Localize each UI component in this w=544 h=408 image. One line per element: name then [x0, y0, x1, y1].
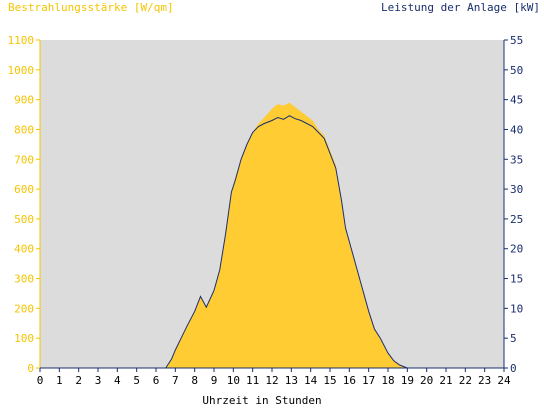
right-axis-title: Leistung der Anlage [kW]: [381, 1, 540, 14]
power-line-series: [40, 115, 504, 369]
left-tick-label: 900: [14, 94, 34, 107]
left-tick-label: 700: [14, 153, 34, 166]
x-tick-label: 10: [227, 374, 240, 387]
x-tick-label: 1: [56, 374, 63, 387]
left-tick-label: 0: [27, 362, 34, 375]
x-tick-label: 8: [191, 374, 198, 387]
x-tick-label: 16: [343, 374, 356, 387]
x-tick-label: 15: [323, 374, 336, 387]
x-tick-label: 19: [401, 374, 414, 387]
left-tick-label: 500: [14, 213, 34, 226]
left-tick-label: 600: [14, 183, 34, 196]
irradiance-area-series: [40, 102, 504, 368]
right-tick-label: 25: [510, 213, 523, 226]
x-tick-label: 5: [133, 374, 140, 387]
x-tick-label: 24: [497, 374, 511, 387]
right-tick-label: 45: [510, 94, 523, 107]
left-tick-label: 1000: [8, 64, 35, 77]
right-tick-label: 5: [510, 332, 517, 345]
x-tick-label: 0: [37, 374, 44, 387]
x-tick-label: 3: [95, 374, 102, 387]
left-axis-title: Bestrahlungsstärke [W/qm]: [8, 1, 174, 14]
x-tick-label: 7: [172, 374, 179, 387]
x-tick-label: 12: [265, 374, 278, 387]
x-tick-label: 14: [304, 374, 318, 387]
right-tick-label: 35: [510, 153, 523, 166]
left-tick-label: 200: [14, 302, 34, 315]
x-tick-label: 21: [439, 374, 452, 387]
x-tick-label: 22: [459, 374, 472, 387]
right-tick-label: 0: [510, 362, 517, 375]
x-tick-label: 2: [75, 374, 82, 387]
x-tick-label: 13: [285, 374, 298, 387]
x-tick-label: 20: [420, 374, 433, 387]
x-axis-label: Uhrzeit in Stunden: [202, 394, 322, 407]
right-tick-label: 20: [510, 243, 523, 256]
left-tick-label: 1100: [8, 34, 35, 47]
left-tick-label: 300: [14, 273, 34, 286]
right-tick-label: 55: [510, 34, 523, 47]
x-tick-label: 11: [246, 374, 259, 387]
right-tick-label: 15: [510, 273, 523, 286]
right-tick-label: 50: [510, 64, 523, 77]
x-tick-label: 23: [478, 374, 491, 387]
right-tick-label: 10: [510, 302, 523, 315]
x-tick-label: 17: [362, 374, 375, 387]
x-tick-label: 4: [114, 374, 121, 387]
right-tick-label: 40: [510, 123, 523, 136]
x-tick-label: 18: [381, 374, 394, 387]
right-tick-label: 30: [510, 183, 523, 196]
x-tick-label: 9: [211, 374, 218, 387]
left-tick-label: 800: [14, 123, 34, 136]
left-tick-label: 400: [14, 243, 34, 256]
x-tick-label: 6: [153, 374, 160, 387]
left-tick-label: 100: [14, 332, 34, 345]
